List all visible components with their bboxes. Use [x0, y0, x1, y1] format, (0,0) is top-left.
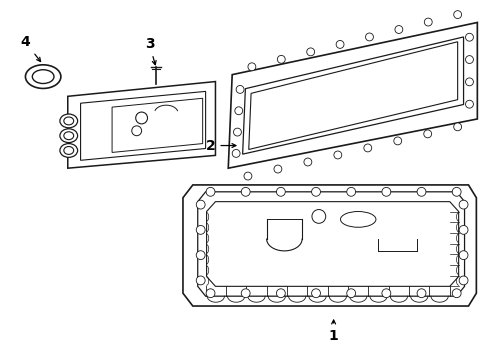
Circle shape	[205, 188, 215, 196]
Circle shape	[363, 144, 371, 152]
Text: 3: 3	[144, 37, 156, 65]
Circle shape	[451, 188, 460, 196]
Text: 1: 1	[328, 320, 338, 343]
Polygon shape	[206, 202, 458, 286]
Circle shape	[273, 165, 281, 173]
Circle shape	[346, 289, 355, 298]
Circle shape	[465, 33, 472, 41]
Ellipse shape	[64, 132, 74, 140]
Circle shape	[205, 289, 215, 298]
Circle shape	[381, 289, 390, 298]
Circle shape	[465, 100, 472, 108]
Circle shape	[453, 123, 461, 131]
Circle shape	[333, 151, 341, 159]
Circle shape	[365, 33, 373, 41]
Circle shape	[136, 112, 147, 124]
Circle shape	[276, 289, 285, 298]
Circle shape	[277, 55, 285, 63]
Circle shape	[196, 276, 204, 285]
Circle shape	[233, 128, 241, 136]
Ellipse shape	[60, 129, 78, 143]
Circle shape	[416, 289, 425, 298]
Circle shape	[458, 200, 467, 209]
Ellipse shape	[25, 65, 61, 89]
Polygon shape	[112, 98, 202, 152]
Polygon shape	[228, 22, 476, 168]
Circle shape	[311, 210, 325, 223]
Circle shape	[423, 130, 431, 138]
Text: 2: 2	[205, 139, 235, 153]
Circle shape	[458, 225, 467, 234]
Circle shape	[276, 188, 285, 196]
Circle shape	[234, 107, 242, 115]
Circle shape	[196, 251, 204, 260]
Ellipse shape	[340, 212, 375, 227]
Circle shape	[451, 289, 460, 298]
Circle shape	[244, 172, 251, 180]
Circle shape	[416, 188, 425, 196]
Circle shape	[393, 137, 401, 145]
Circle shape	[311, 188, 320, 196]
Circle shape	[424, 18, 431, 26]
Circle shape	[458, 276, 467, 285]
Circle shape	[465, 55, 472, 63]
Circle shape	[458, 251, 467, 260]
Circle shape	[131, 126, 142, 136]
Polygon shape	[81, 91, 205, 160]
Polygon shape	[242, 37, 463, 154]
Polygon shape	[183, 185, 475, 306]
Circle shape	[346, 188, 355, 196]
Polygon shape	[248, 42, 457, 149]
Ellipse shape	[64, 117, 74, 125]
Circle shape	[196, 225, 204, 234]
Polygon shape	[68, 82, 215, 168]
Circle shape	[236, 85, 244, 93]
Circle shape	[465, 78, 472, 86]
Ellipse shape	[60, 144, 78, 157]
Ellipse shape	[60, 114, 78, 128]
Circle shape	[196, 200, 204, 209]
Circle shape	[241, 188, 250, 196]
Circle shape	[311, 289, 320, 298]
Circle shape	[241, 289, 250, 298]
Circle shape	[453, 11, 461, 18]
Ellipse shape	[64, 147, 74, 154]
Circle shape	[394, 26, 402, 33]
Circle shape	[304, 158, 311, 166]
Circle shape	[247, 63, 255, 71]
Circle shape	[306, 48, 314, 56]
Ellipse shape	[32, 70, 54, 84]
Polygon shape	[197, 192, 464, 296]
Text: 4: 4	[20, 35, 41, 62]
Circle shape	[232, 149, 240, 157]
Circle shape	[335, 40, 344, 48]
Circle shape	[381, 188, 390, 196]
